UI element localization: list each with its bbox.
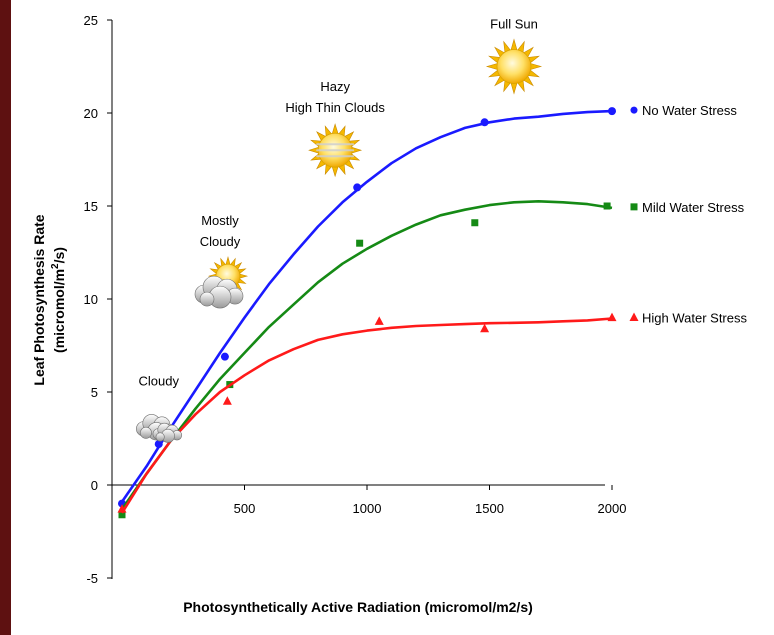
chart-frame: -5 0 5 10 15 20 25 500 1000 1500 2000 Photosynthe… [11, 0, 774, 635]
legend-marker [630, 203, 638, 211]
y-axis-unit-prefix: (micromol/m [51, 269, 67, 353]
annotation-label: High Thin Clouds [285, 100, 385, 115]
x-axis-title: Photosynthetically Active Radiation (mic… [183, 599, 533, 615]
data-point [607, 312, 617, 322]
annotation-label: Hazy [320, 79, 350, 94]
annotation-mostly-cloudy: Mostly Cloudy [194, 213, 249, 309]
y-tick-label: 15 [84, 199, 98, 214]
data-point [480, 118, 489, 127]
y-axis-unit-suffix: /s) [51, 247, 67, 263]
data-point [608, 107, 616, 116]
y-tick-label: -5 [86, 571, 98, 586]
legend-label: Mild Water Stress [642, 200, 745, 215]
x-tick-label: 1500 [475, 501, 504, 516]
data-point [480, 323, 490, 333]
legend-entry-no-water-stress: No Water Stress [630, 103, 737, 118]
y-axis-title-group: Leaf Photosynthesis Rate [31, 214, 47, 385]
sun-icon [485, 38, 543, 95]
annotation-label: Cloudy [200, 234, 241, 249]
cloudy-icon [136, 414, 183, 443]
x-tick-label: 500 [234, 501, 256, 516]
y-tick-label: 10 [84, 292, 98, 307]
legend-entry-mild-water-stress: Mild Water Stress [630, 200, 745, 215]
legend-entry-high-water-stress: High Water Stress [629, 311, 747, 326]
hazy-sun-icon [308, 123, 363, 178]
data-point [471, 219, 479, 227]
annotation-label: Full Sun [490, 17, 538, 32]
y-axis-unit: (micromol/m2/s) [50, 247, 67, 353]
y-axis-title: Leaf Photosynthesis Rate [31, 214, 47, 385]
y-tick-label: 25 [84, 13, 98, 28]
x-tick-label: 1000 [353, 501, 382, 516]
series-mild-water-stress [118, 200, 613, 519]
data-point [154, 440, 163, 449]
legend-label: High Water Stress [642, 311, 747, 326]
legend-marker [630, 106, 638, 114]
annotation-label: Cloudy [139, 374, 180, 389]
annotation-hazy-high-thin-clouds: Hazy High Thin Clouds [285, 79, 385, 178]
series-no-water-stress [118, 107, 616, 508]
x-tick-label: 2000 [598, 501, 627, 516]
trend-line-no-water-stress [120, 109, 613, 503]
legend-marker [629, 312, 639, 322]
data-point [356, 239, 364, 247]
photosynthesis-chart: -5 0 5 10 15 20 25 500 1000 1500 2000 Photosynthe… [31, 13, 747, 615]
legend-label: No Water Stress [642, 103, 737, 118]
mostly-cloudy-icon [194, 255, 249, 309]
data-point [374, 316, 384, 325]
data-point [353, 183, 362, 192]
data-point [117, 504, 127, 513]
data-point [603, 202, 611, 210]
y-tick-label: 20 [84, 106, 98, 121]
y-axis-unit-group: (micromol/m2/s) [50, 247, 67, 353]
data-point [220, 352, 229, 361]
y-tick-label: 0 [91, 478, 98, 493]
y-tick-label: 5 [91, 385, 98, 400]
series-high-water-stress [117, 312, 617, 514]
trend-line-mild-water-stress [120, 200, 613, 510]
y-axis-unit-sup: 2 [50, 263, 61, 269]
annotation-full-sun: Full Sun [485, 17, 543, 95]
annotation-cloudy: Cloudy [136, 374, 183, 443]
annotation-label: Mostly [201, 213, 239, 228]
trend-line-high-water-stress [120, 317, 613, 514]
data-point [118, 511, 126, 519]
data-point [222, 396, 232, 405]
